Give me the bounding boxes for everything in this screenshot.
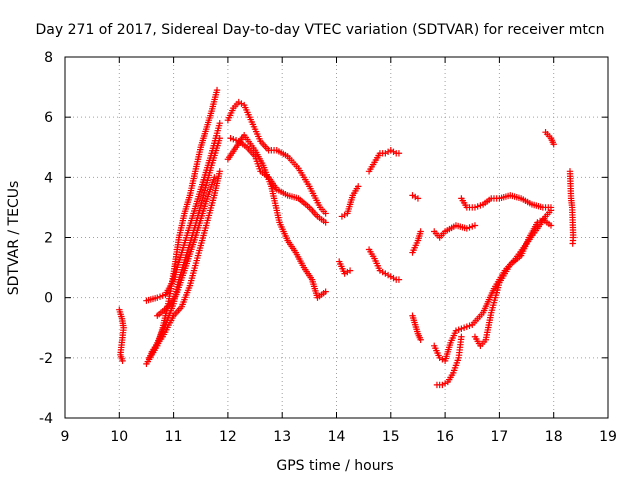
y-tick-label: 2: [44, 231, 53, 247]
series-sat-o: [409, 312, 424, 343]
x-tick-label: 14: [328, 429, 346, 445]
series-sat-h: [224, 132, 329, 301]
y-axis-label: SDTVAR / TECUs: [6, 181, 22, 296]
x-tick-label: 12: [219, 429, 237, 445]
data-point: [417, 336, 424, 343]
data-point: [216, 119, 223, 127]
data-point: [414, 195, 422, 202]
data-point: [322, 288, 329, 295]
data-point: [547, 222, 555, 229]
series-sat-u: [542, 129, 557, 148]
series-sat-r: [433, 333, 465, 389]
series-sat-k: [365, 147, 403, 175]
data-point: [395, 276, 403, 283]
data-series: [116, 86, 577, 389]
y-tick-label: -2: [39, 351, 53, 367]
x-tick-label: 15: [382, 429, 400, 445]
data-point: [547, 204, 555, 211]
data-point: [211, 174, 218, 181]
series-sat-i: [336, 258, 354, 277]
axis-ticks: 9 10 11 12 13 14 15 16 17 18 19 -4 -2 0 2 4 6 8: [39, 50, 617, 445]
data-point: [355, 183, 362, 190]
series-sat-g: [227, 135, 329, 226]
data-point: [417, 228, 424, 235]
y-tick-label: 6: [44, 110, 53, 126]
series-sat-e: [154, 174, 218, 319]
data-point: [550, 141, 557, 148]
y-tick-label: 0: [44, 291, 53, 307]
x-axis-label: GPS time / hours: [276, 458, 393, 474]
x-tick-label: 19: [599, 429, 617, 445]
series-sat-f: [224, 98, 329, 217]
series-sat-l: [365, 246, 403, 283]
series-sat-v: [566, 168, 577, 247]
series-sat-m: [409, 192, 422, 202]
data-point: [119, 357, 126, 365]
x-tick-label: 16: [436, 429, 454, 445]
x-tick-label: 11: [165, 429, 183, 445]
series-sat-a: [143, 86, 221, 368]
x-tick-label: 9: [61, 429, 70, 445]
data-point: [216, 168, 223, 175]
x-tick-label: 13: [273, 429, 291, 445]
series-sat-p: [431, 222, 479, 241]
series-sat-c: [148, 168, 223, 356]
data-point: [395, 150, 403, 157]
x-tick-label: 18: [545, 429, 563, 445]
x-tick-label: 10: [110, 429, 128, 445]
y-tick-label: 4: [44, 170, 53, 186]
chart-title: Day 271 of 2017, Sidereal Day-to-day VTE…: [36, 22, 605, 38]
data-point: [458, 333, 465, 340]
data-point: [471, 222, 479, 229]
data-point: [322, 210, 329, 217]
series-sat-t: [471, 216, 555, 349]
data-point: [213, 86, 221, 94]
series-sat-d: [143, 119, 223, 304]
y-tick-label: -4: [39, 411, 53, 427]
data-point: [569, 240, 576, 247]
x-tick-label: 17: [490, 429, 508, 445]
series-sat-s: [458, 192, 555, 211]
series-sat-n: [409, 228, 424, 256]
series-sat-w: [116, 306, 127, 365]
data-point: [322, 219, 329, 226]
series-sat-j: [338, 183, 362, 220]
data-point: [346, 267, 354, 274]
y-tick-label: 8: [44, 50, 53, 66]
